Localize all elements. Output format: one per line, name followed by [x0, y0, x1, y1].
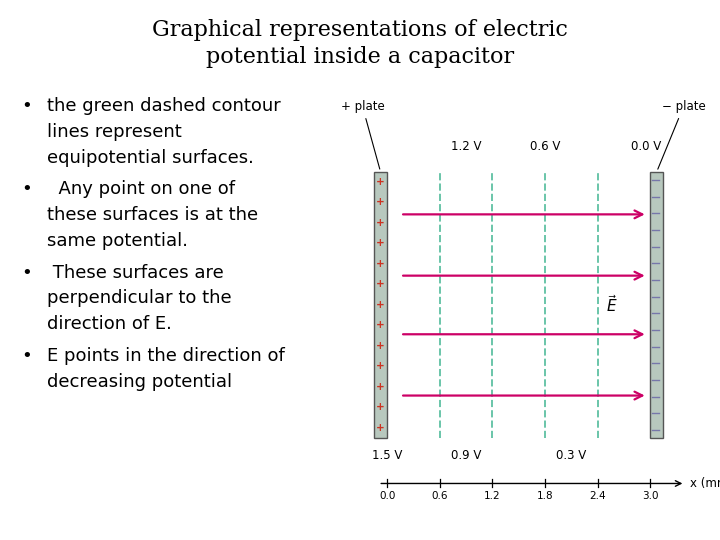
Text: the green dashed contour: the green dashed contour — [47, 97, 281, 115]
Text: same potential.: same potential. — [47, 232, 188, 250]
Text: 1.5 V: 1.5 V — [372, 449, 402, 462]
Text: •: • — [22, 180, 32, 198]
Text: +: + — [376, 177, 385, 187]
Text: +: + — [376, 382, 385, 392]
Text: +: + — [376, 320, 385, 330]
Text: x (mm): x (mm) — [690, 477, 720, 490]
Text: 1.2: 1.2 — [484, 491, 500, 502]
Text: 0.3 V: 0.3 V — [556, 449, 586, 462]
Text: •: • — [22, 264, 32, 281]
Text: perpendicular to the: perpendicular to the — [47, 289, 231, 307]
Text: lines represent: lines represent — [47, 123, 181, 141]
Text: 2.4: 2.4 — [589, 491, 606, 502]
Text: potential inside a capacitor: potential inside a capacitor — [206, 46, 514, 68]
Text: +: + — [376, 402, 385, 413]
Text: •: • — [22, 97, 32, 115]
Text: equipotential surfaces.: equipotential surfaces. — [47, 149, 253, 167]
Text: +: + — [376, 300, 385, 310]
Bar — [650, 172, 663, 438]
Text: + plate: + plate — [341, 100, 384, 169]
Text: − plate: − plate — [658, 100, 706, 169]
Text: 1.8: 1.8 — [536, 491, 553, 502]
Text: $\vec{E}$: $\vec{E}$ — [606, 294, 618, 315]
Text: 0.9 V: 0.9 V — [451, 449, 481, 462]
Text: direction of E.: direction of E. — [47, 315, 171, 333]
Text: 1.2 V: 1.2 V — [451, 140, 481, 153]
Text: 0.0: 0.0 — [379, 491, 395, 502]
Text: +: + — [376, 280, 385, 289]
Text: +: + — [376, 341, 385, 351]
Text: +: + — [376, 361, 385, 372]
Text: Graphical representations of electric: Graphical representations of electric — [152, 19, 568, 41]
Text: +: + — [376, 198, 385, 207]
Text: These surfaces are: These surfaces are — [47, 264, 223, 281]
Text: 0.6: 0.6 — [431, 491, 448, 502]
Text: +: + — [376, 239, 385, 248]
Text: E points in the direction of: E points in the direction of — [47, 347, 284, 364]
Text: decreasing potential: decreasing potential — [47, 373, 232, 390]
Text: 0.6 V: 0.6 V — [530, 140, 560, 153]
Text: +: + — [376, 423, 385, 433]
Text: +: + — [376, 259, 385, 269]
Text: 0.0 V: 0.0 V — [631, 140, 661, 153]
Text: these surfaces is at the: these surfaces is at the — [47, 206, 258, 224]
Text: 3.0: 3.0 — [642, 491, 658, 502]
Text: •: • — [22, 347, 32, 364]
Text: +: + — [376, 218, 385, 228]
Bar — [374, 172, 387, 438]
Text: Any point on one of: Any point on one of — [47, 180, 235, 198]
